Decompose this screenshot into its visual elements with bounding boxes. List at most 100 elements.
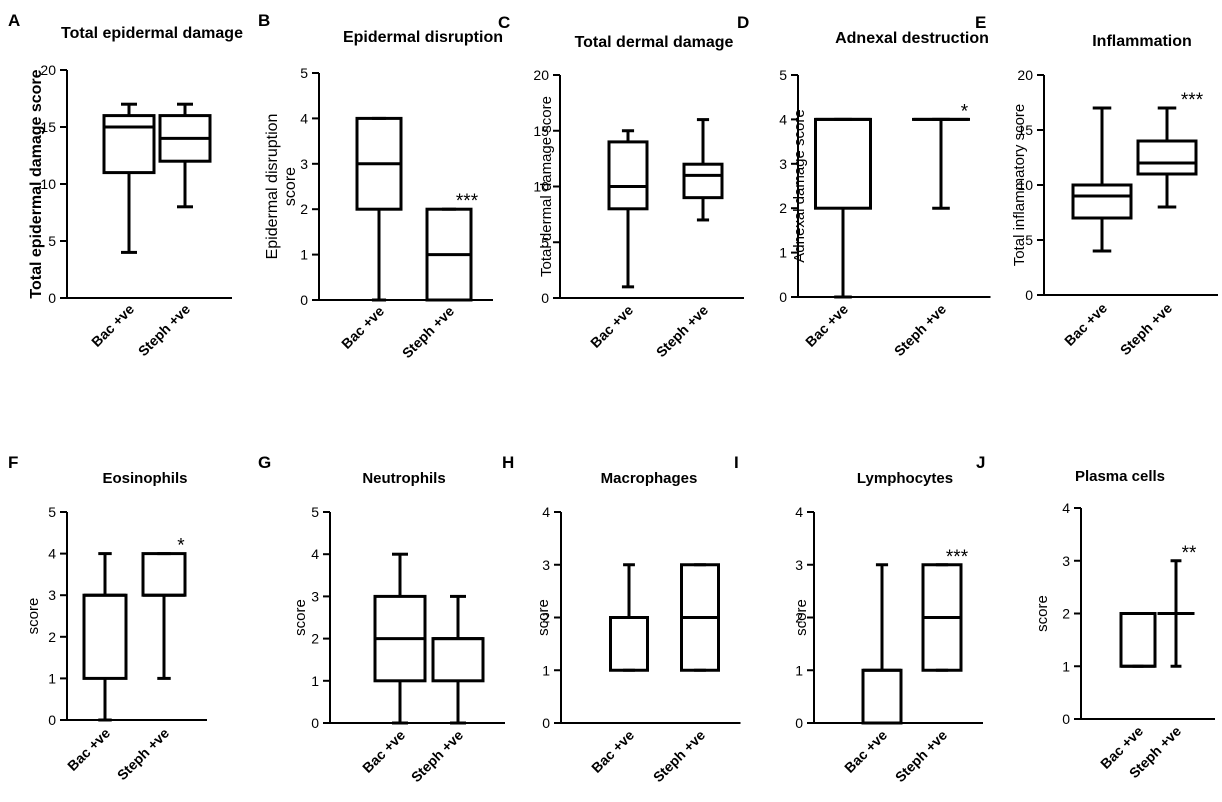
y-tick-label: 2: [542, 610, 550, 626]
y-tick-label: 2: [311, 631, 319, 647]
panel-title: Eosinophils: [102, 470, 187, 487]
y-tick-label: 3: [300, 156, 308, 172]
y-axis-label: Epidermal disruption: [264, 114, 281, 260]
box-steph: [912, 117, 970, 210]
x-category-label: Bac +ve: [359, 727, 408, 776]
box-steph: [425, 207, 473, 302]
box-iqr: [682, 162, 724, 200]
box-iqr: [861, 668, 903, 725]
panel-e: E Inflammation 0 5 10 15 20 Total inflammatory …: [975, 13, 1218, 358]
box-steph: [141, 552, 187, 680]
box-iqr: [1136, 139, 1198, 176]
panel-title: Macrophages: [601, 470, 698, 487]
y-tick-label: 5: [541, 234, 549, 250]
panel-d: D Adnexal destruction 0 1 2 3 4 5 Adnexal damage…: [737, 13, 991, 359]
y-tick-label: 5: [779, 67, 787, 83]
panel-letter: B: [258, 11, 270, 30]
panel-letter: D: [737, 13, 749, 32]
y-tick-label: 2: [1062, 606, 1070, 622]
significance-marker: *: [177, 536, 185, 557]
y-tick-label: 5: [311, 504, 319, 520]
panel-letter: F: [8, 453, 18, 472]
y-tick-label: 0: [1062, 711, 1070, 727]
significance-marker: ***: [946, 547, 969, 568]
y-tick-label: 5: [300, 65, 308, 81]
y-tick-label: 4: [795, 504, 803, 520]
box-bac: [1119, 612, 1157, 668]
x-category-label: Bac +ve: [64, 725, 113, 774]
panel-letter: C: [498, 13, 510, 32]
panel-title: Adnexal destruction: [835, 30, 989, 47]
significance-marker: ***: [456, 191, 479, 212]
y-tick-label: 5: [1025, 232, 1033, 248]
box-iqr: [1071, 183, 1133, 220]
box-bac: [814, 117, 872, 299]
y-axis-label: score: [535, 599, 552, 636]
y-tick-label: 4: [48, 546, 56, 562]
x-category-label: Steph +ve: [135, 301, 194, 360]
y-tick-label: 4: [311, 546, 319, 562]
box-bac: [861, 563, 903, 725]
significance-marker: ***: [1181, 90, 1204, 111]
box-bac: [82, 552, 128, 722]
x-category-label: Bac +ve: [841, 727, 890, 776]
y-axis-label: Adnexal damage score: [791, 109, 808, 262]
box-steph: [158, 102, 212, 209]
panel-f: F Eosinophils 0 1 2 3 4 5 score Bac +ve Steph +ve *: [8, 453, 207, 783]
y-tick-label: 0: [48, 290, 56, 306]
x-category-label: Steph +ve: [399, 303, 458, 362]
y-axis-label: score: [1034, 595, 1051, 632]
y-tick-label: 0: [541, 290, 549, 306]
y-axis-label: Total inflammatory score: [1011, 104, 1028, 267]
panel-title: Epidermal disruption: [343, 29, 503, 46]
y-tick-label: 0: [48, 712, 56, 728]
significance-marker: **: [1182, 543, 1197, 564]
y-tick-label: 2: [48, 629, 56, 645]
y-tick-label: 10: [533, 179, 549, 195]
box-iqr: [431, 637, 485, 683]
y-tick-label: 10: [1017, 177, 1033, 193]
y-tick-label: 3: [1062, 553, 1070, 569]
y-tick-label: 3: [542, 557, 550, 573]
box-steph: [682, 118, 724, 222]
box-iqr: [814, 117, 872, 210]
y-tick-label: 1: [542, 662, 550, 678]
y-tick-label: 4: [1062, 500, 1070, 516]
y-tick-label: 20: [533, 67, 549, 83]
y-tick-label: 5: [48, 233, 56, 249]
y-tick-label: 1: [795, 662, 803, 678]
y-tick-label: 5: [48, 504, 56, 520]
y-axis-label-line2: score: [282, 167, 299, 206]
y-tick-label: 0: [795, 715, 803, 731]
box-steph: [921, 563, 963, 672]
box-bac: [1071, 106, 1133, 253]
y-tick-label: 4: [779, 111, 787, 127]
y-tick-label: 15: [1017, 122, 1033, 138]
box-iqr: [1119, 612, 1157, 668]
panel-letter: E: [975, 13, 986, 32]
panel-title: Plasma cells: [1075, 468, 1165, 485]
y-tick-label: 15: [40, 119, 56, 135]
y-tick-label: 4: [300, 110, 308, 126]
y-tick-label: 1: [779, 245, 787, 261]
y-tick-label: 10: [40, 176, 56, 192]
x-category-label: Bac +ve: [802, 301, 851, 350]
y-tick-label: 15: [533, 123, 549, 139]
y-axis-label: Total dermal damage score: [538, 96, 555, 277]
y-tick-label: 3: [48, 587, 56, 603]
box-bac: [373, 552, 427, 725]
box-steph: [680, 563, 720, 672]
y-tick-label: 0: [300, 292, 308, 308]
x-category-label: Bac +ve: [1061, 300, 1110, 349]
x-category-label: Steph +ve: [1117, 300, 1176, 359]
panel-c: C Total dermal damage 0 5 10 15 20 Total dermal…: [498, 13, 744, 360]
panel-g: G Neutrophils 0 1 2 3 4 5 score Bac +ve Steph +ve: [258, 453, 505, 785]
box-iqr: [609, 616, 649, 672]
y-axis-label: score: [25, 598, 42, 635]
y-tick-label: 1: [48, 670, 56, 686]
panel-title: Lymphocytes: [857, 470, 953, 487]
x-category-label: Steph +ve: [892, 727, 951, 786]
